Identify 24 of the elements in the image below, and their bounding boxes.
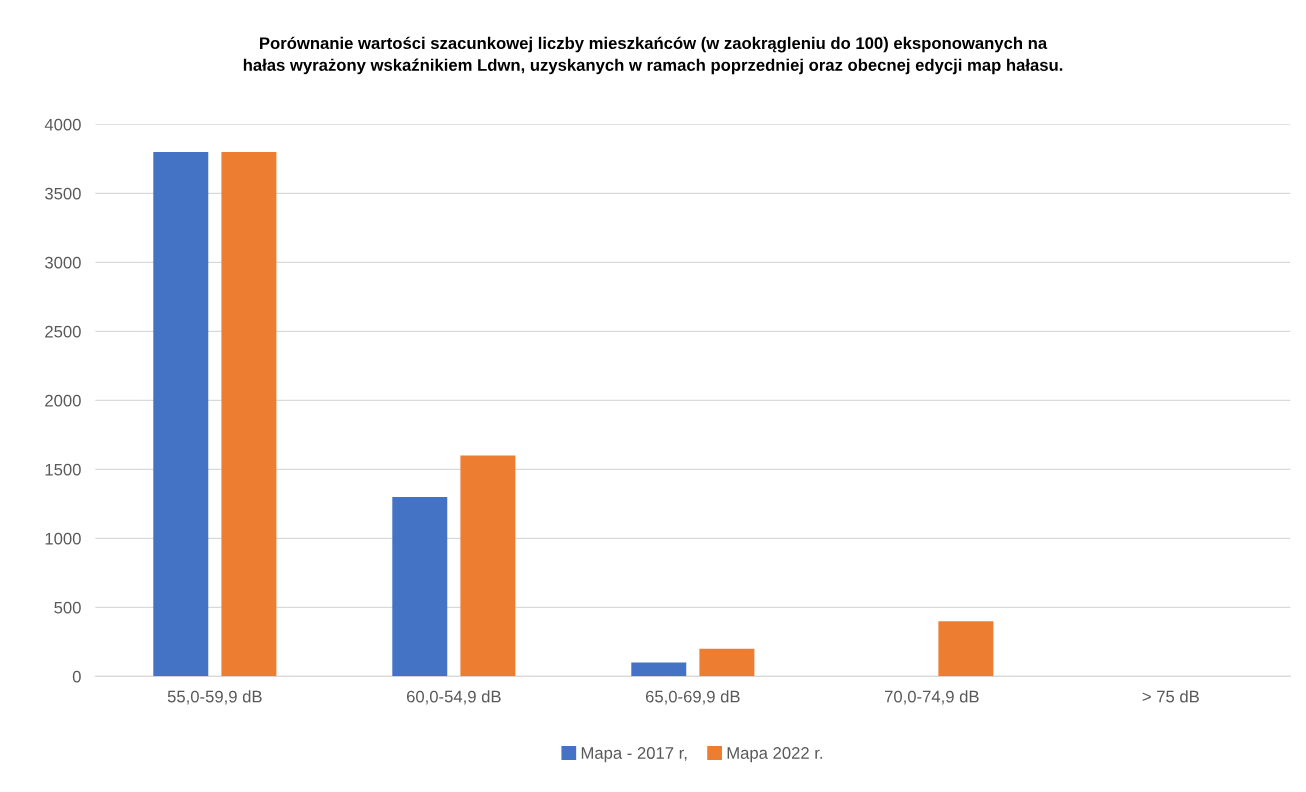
bar [392,496,448,677]
y-tick-label: 4000 [44,118,81,131]
x-tick-label: 70,0-74,9 dB [884,690,979,705]
legend-label: Mapa 2022 r. [727,747,823,763]
y-tick-label: 500 [54,601,81,614]
y-tick-label: 0 [72,670,81,683]
bar [153,151,209,677]
y-tick-label: 2500 [45,325,81,338]
y-tick-label: 3500 [45,187,81,200]
bar [938,621,994,677]
chart-title: Porównanie wartości szacunkowej liczby mieszkańców (w zaokrągleniu do 100) eksponowanych na hałas wyrażony wskaźnikiem Ldwn, uzyskanych w ramach poprzedniej oraz obecnej edycji map hałasu. [243,36,1063,75]
x-tick-label: 55,0-59,9 dB [167,690,262,705]
bar [460,455,516,677]
y-tick-label: 2000 [45,394,81,407]
x-tick-label: > 75 dB [1142,690,1199,703]
y-tick-label: 1500 [45,463,81,476]
bar [631,662,687,677]
x-tick-label: 60,0-54,9 dB [406,690,501,705]
bar [699,648,755,677]
y-tick-label: 1000 [45,532,81,545]
y-tick-label: 3000 [45,256,81,269]
legend-label: Mapa - 2017 r, [581,747,687,763]
x-tick-label: 65,0-69,9 dB [645,690,740,705]
bar [221,151,277,677]
